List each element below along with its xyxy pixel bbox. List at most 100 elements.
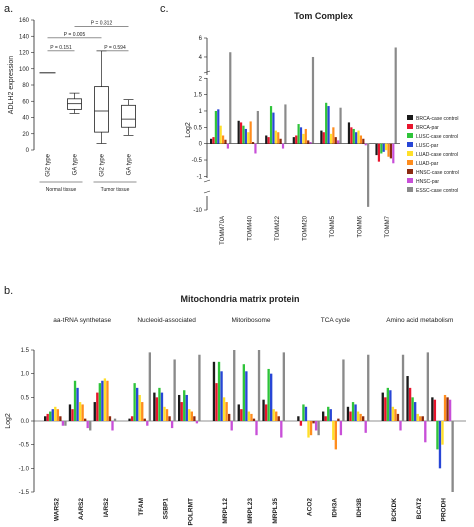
bar	[49, 411, 52, 421]
bar	[355, 132, 358, 144]
legend-entry: BRCA-par	[416, 125, 439, 131]
bar	[277, 416, 280, 421]
bar	[146, 421, 149, 426]
bar	[193, 416, 196, 421]
legend-entry: LUAD-par	[416, 161, 439, 167]
chart-title: Mitochondria matrix protein	[180, 294, 299, 304]
y-tick-label: 1	[199, 109, 203, 115]
bar	[163, 406, 166, 421]
bar	[392, 143, 395, 164]
x-category-label: GI2 type	[46, 153, 52, 176]
bar	[160, 392, 164, 421]
bar	[448, 399, 452, 421]
legend-swatch	[407, 124, 413, 129]
bar	[408, 387, 412, 421]
tom-complex-panel: Tom Complex -10 -1 -0.5 0 0.5 1 1.5 2 4 6 Log2 TOMM7…	[185, 11, 459, 245]
bar	[143, 418, 146, 421]
bar	[195, 421, 199, 424]
bar	[384, 397, 387, 421]
y-axis-title: Log2	[5, 413, 12, 429]
y-tick-label: 100	[19, 67, 30, 73]
bar	[220, 371, 223, 421]
x-category-label: MRPL12	[222, 498, 229, 524]
bar	[312, 421, 315, 424]
bar	[362, 416, 365, 421]
bar	[264, 404, 268, 421]
bar	[438, 421, 442, 469]
bar	[71, 409, 74, 421]
bar	[101, 380, 104, 421]
x-category-label: TOMM6	[358, 215, 364, 237]
x-category-label: TOMM20	[303, 215, 309, 241]
bar	[106, 380, 109, 421]
bar	[297, 416, 300, 421]
bar	[130, 416, 134, 421]
bar	[421, 416, 424, 421]
legend-swatch	[407, 151, 413, 156]
bar	[367, 143, 370, 207]
bar	[272, 409, 275, 421]
p-value-label: P = 0.151	[50, 45, 72, 51]
bar	[262, 399, 265, 421]
bar	[225, 402, 228, 421]
bar	[73, 380, 77, 421]
legend-entry: HNSC-case control	[416, 170, 459, 176]
bar	[317, 421, 320, 436]
group-label: Normal tissue	[46, 187, 77, 193]
y-tick-label: 140	[19, 34, 30, 40]
bar	[245, 371, 248, 421]
bar	[269, 106, 273, 144]
bar	[375, 143, 378, 156]
y-tick-label: -0.5	[19, 443, 30, 449]
bar	[244, 128, 247, 144]
bar	[334, 137, 337, 144]
bar	[342, 359, 345, 421]
bar	[419, 416, 422, 421]
bar	[327, 106, 330, 144]
bar	[168, 416, 171, 421]
y-tick-label: 0	[26, 148, 30, 154]
bar	[64, 421, 67, 426]
bar	[416, 413, 419, 421]
bar	[251, 142, 255, 144]
box-body	[94, 86, 109, 133]
bar	[111, 421, 114, 431]
bar	[93, 402, 96, 421]
x-category-label: MRPL23	[247, 498, 254, 524]
bar	[433, 399, 437, 421]
bar	[382, 143, 385, 152]
x-category-label: TOMM70A	[220, 216, 226, 245]
bar	[242, 125, 245, 144]
bar	[359, 413, 362, 421]
bar	[362, 138, 365, 144]
bar	[377, 143, 381, 162]
bar	[339, 421, 343, 436]
bar	[237, 404, 240, 421]
group-label: Tumor tissue	[101, 187, 130, 193]
box-body	[67, 98, 82, 110]
box-body	[121, 104, 136, 128]
bar	[380, 143, 383, 154]
x-category-label: IARS2	[103, 498, 110, 518]
bar	[307, 421, 310, 438]
bar	[391, 406, 395, 421]
bar	[210, 138, 213, 144]
bar	[332, 421, 335, 440]
bar	[299, 421, 303, 426]
y-tick-label: -1.5	[19, 490, 30, 496]
y-tick-label: -1	[197, 174, 203, 180]
bar	[237, 120, 240, 144]
legend-entry: LUSC-par	[416, 143, 439, 149]
bar	[350, 127, 353, 144]
x-category-label: ACO2	[307, 498, 314, 516]
bar	[332, 127, 335, 144]
bar	[84, 418, 87, 421]
bar	[311, 56, 315, 144]
bar	[267, 137, 270, 144]
bar	[329, 133, 333, 144]
x-category-label: TOMM40	[247, 215, 253, 241]
x-category-label: TFAM	[138, 498, 145, 516]
y-tick-label: 0.0	[21, 419, 30, 425]
bar	[309, 421, 313, 436]
